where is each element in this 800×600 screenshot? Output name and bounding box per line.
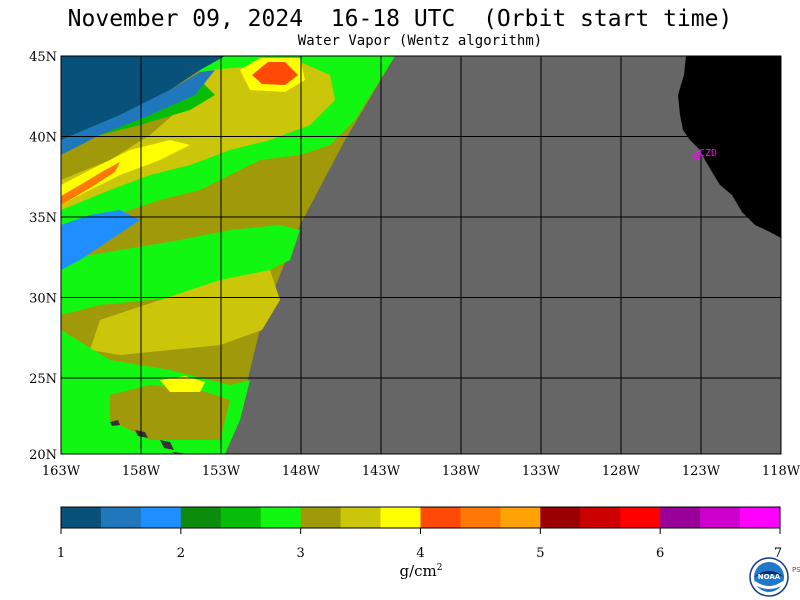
longitude-labels: 163W 158W 153W 148W 143W 138W 133W 128W 123W 118W (42, 464, 800, 479)
colorbar-swatch (660, 507, 701, 528)
latitude-label: 20N (29, 448, 57, 463)
colorbar-swatch (700, 507, 741, 528)
latitude-label: 35N (29, 211, 57, 226)
moist-plume-orange (61, 162, 120, 205)
graticule (61, 56, 781, 454)
colorbar-swatch (620, 507, 661, 528)
colorbar-tick-label: 2 (177, 546, 185, 561)
station-label: CZD (699, 148, 717, 159)
colorbar-swatch (540, 507, 581, 528)
longitude-label: 133W (522, 464, 561, 479)
colorbar-tick-label: 4 (416, 546, 424, 561)
latitude-label: 25N (29, 372, 57, 387)
longitude-label: 138W (442, 464, 481, 479)
longitude-label: 143W (362, 464, 401, 479)
chart-subtitle: Water Vapor (Wentz algorithm) (297, 33, 543, 49)
longitude-label: 118W (762, 464, 800, 479)
swath-band-olive-south (110, 385, 230, 440)
moist-patch-north-orange (252, 62, 298, 85)
svg-text:NOAA: NOAA (758, 573, 781, 581)
colorbar-swatch (500, 507, 541, 528)
colorbar-tick-label: 6 (656, 546, 664, 561)
colorbar-swatch (220, 507, 262, 528)
swath-band-yellow-south (90, 270, 280, 355)
colorbar-swatch (300, 507, 342, 528)
longitude-label: 163W (42, 464, 81, 479)
colorbar-unit: g/cm2 (399, 562, 443, 580)
colorbar-tick-label: 1 (57, 546, 65, 561)
longitude-label: 123W (682, 464, 721, 479)
colorbar-swatch (260, 507, 302, 528)
colorbar-swatch (180, 507, 222, 528)
latitude-label: 45N (29, 50, 57, 65)
colorbar-tick-label: 7 (774, 546, 782, 561)
colorbar-swatch (61, 507, 102, 528)
longitude-label: 158W (122, 464, 161, 479)
latitude-label: 30N (29, 292, 57, 307)
chart-title: November 09, 2024 16-18 UTC (Orbit start… (67, 6, 733, 32)
colorbar-swatch (740, 507, 781, 528)
dry-region-northwest (61, 56, 225, 140)
dry-band-blue (61, 70, 215, 155)
swath-band-lightgreen-south (61, 225, 300, 315)
station-marker (693, 152, 701, 160)
land-west-coast (678, 56, 781, 238)
noaa-logo: NOAA (749, 557, 789, 597)
longitude-label: 128W (602, 464, 641, 479)
colorbar-swatch (420, 507, 461, 528)
dry-patch-west (61, 210, 140, 270)
colorbar-swatch (140, 507, 182, 528)
longitude-label: 148W (282, 464, 321, 479)
hawaii-islands (110, 420, 120, 426)
psl-mark: PSL (792, 566, 800, 574)
colorbar-tick-label: 5 (536, 546, 544, 561)
colorbar-swatch (100, 507, 142, 528)
colorbar-swatch (380, 507, 421, 528)
colorbar-swatch (340, 507, 382, 528)
colorbar-swatch (460, 507, 501, 528)
colorbar (60, 506, 781, 529)
colorbar-tick-label: 3 (297, 546, 305, 561)
hawaii-islands-3 (160, 440, 174, 450)
map-frame (60, 55, 782, 455)
colorbar-swatch (580, 507, 621, 528)
latitude-labels: 45N 40N 35N 30N 25N 20N (29, 50, 57, 463)
moist-patch-south-yellow (160, 376, 205, 392)
colorbar-tick-labels: 1 2 3 4 5 6 7 (57, 528, 782, 561)
latitude-label: 40N (29, 131, 57, 146)
longitude-label: 153W (202, 464, 241, 479)
moist-plume-yellow (61, 140, 190, 205)
map-field: CZD (61, 56, 781, 454)
